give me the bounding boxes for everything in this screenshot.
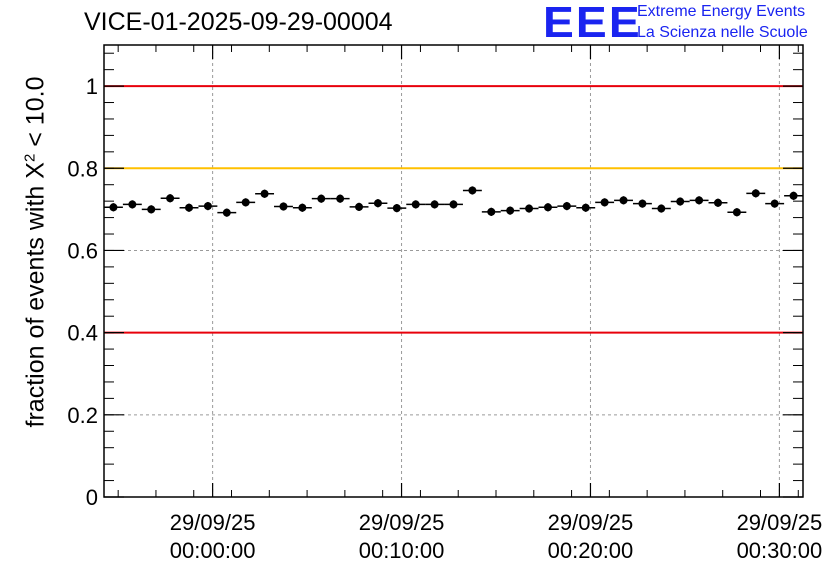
data-point bbox=[751, 189, 760, 198]
data-point bbox=[732, 208, 741, 217]
y-tick-label: 0 bbox=[86, 485, 98, 510]
data-point bbox=[411, 200, 420, 209]
y-tick-label: 1 bbox=[86, 74, 98, 99]
y-tick-label: 0.8 bbox=[67, 156, 98, 181]
data-point bbox=[373, 199, 382, 208]
y-tick-label: 0.2 bbox=[67, 403, 98, 428]
data-point bbox=[147, 205, 156, 214]
x-tick-time-label: 00:00:00 bbox=[170, 538, 256, 563]
data-point bbox=[676, 197, 685, 206]
logo-line-2: La Scienza nelle Scuole bbox=[637, 24, 808, 41]
data-point bbox=[525, 204, 534, 213]
data-point bbox=[487, 207, 496, 216]
data-point bbox=[392, 204, 401, 213]
data-point bbox=[600, 198, 609, 207]
data-point bbox=[468, 186, 477, 195]
data-point bbox=[185, 203, 194, 212]
data-point bbox=[543, 203, 552, 212]
x-tick-date-label: 29/09/25 bbox=[737, 510, 823, 535]
data-point bbox=[317, 194, 326, 203]
x-tick-time-label: 00:20:00 bbox=[548, 538, 634, 563]
data-point bbox=[506, 206, 515, 215]
data-point bbox=[241, 198, 250, 207]
data-point bbox=[713, 198, 722, 207]
data-point bbox=[109, 203, 118, 212]
chart-title: VICE-01-2025-09-29-00004 bbox=[84, 8, 393, 36]
data-point bbox=[657, 204, 666, 213]
data-point bbox=[430, 200, 439, 209]
data-point bbox=[789, 191, 798, 200]
x-tick-date-label: 29/09/25 bbox=[359, 510, 445, 535]
eee-logo: EEE bbox=[543, 0, 642, 47]
x-tick-time-label: 00:30:00 bbox=[737, 538, 823, 563]
y-tick-label: 0.4 bbox=[67, 321, 98, 346]
data-point bbox=[770, 199, 779, 208]
data-point bbox=[203, 202, 212, 211]
data-point bbox=[279, 202, 288, 211]
plot-frame bbox=[103, 44, 804, 498]
data-point bbox=[128, 200, 137, 209]
data-point bbox=[619, 196, 628, 205]
data-point bbox=[562, 202, 571, 211]
data-point bbox=[638, 199, 647, 208]
data-point bbox=[336, 194, 345, 203]
data-point bbox=[166, 194, 175, 203]
data-point bbox=[222, 208, 231, 217]
data-point bbox=[449, 200, 458, 209]
x-tick-date-label: 29/09/25 bbox=[548, 510, 634, 535]
x-tick-date-label: 29/09/25 bbox=[170, 510, 256, 535]
data-point bbox=[355, 202, 364, 211]
x-tick-time-label: 00:10:00 bbox=[359, 538, 445, 563]
logo-line-1: Extreme Energy Events bbox=[637, 3, 806, 20]
y-tick-label: 0.6 bbox=[67, 238, 98, 263]
data-point bbox=[695, 196, 704, 205]
data-point bbox=[260, 189, 269, 198]
data-point bbox=[581, 203, 590, 212]
data-point bbox=[298, 203, 307, 212]
